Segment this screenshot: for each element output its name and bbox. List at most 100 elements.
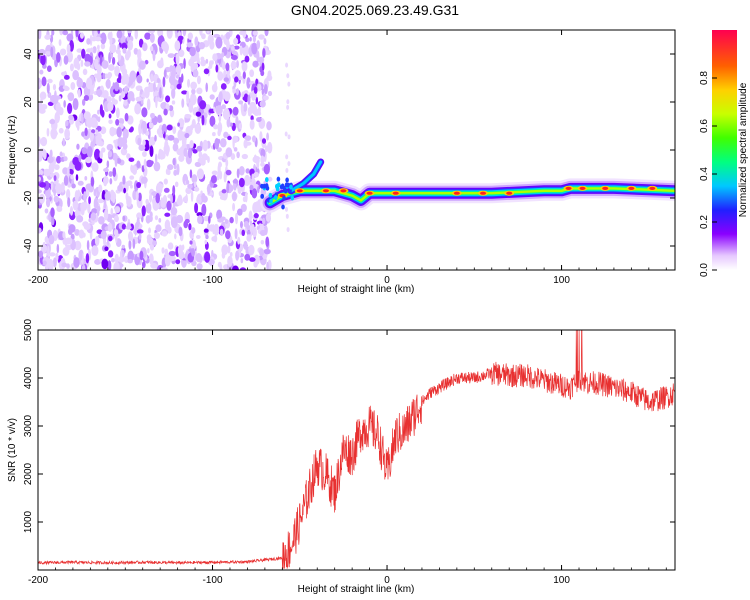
transition-blob [260, 183, 264, 189]
noise-speck [63, 175, 69, 186]
noise-speck [148, 227, 151, 234]
noise-speck [212, 53, 218, 62]
noise-speck [156, 127, 163, 136]
noise-speck [157, 30, 162, 37]
noise-speck [213, 235, 218, 243]
noise-speck [148, 160, 154, 165]
noise-speck [74, 240, 82, 251]
noise-speck [192, 149, 198, 154]
noise-speck [127, 250, 134, 262]
noise-speck [157, 114, 163, 124]
noise-speck [213, 124, 219, 130]
noise-speck [249, 69, 255, 78]
noise-speck [246, 230, 251, 236]
spectrogram-plot: -200 -100 0 100 40 20 0 -20 -40 Height of straig… [7, 29, 676, 295]
noise-speck [138, 233, 142, 240]
noise-speck [223, 131, 229, 139]
noise-speck [118, 72, 122, 82]
signal-peak-core [628, 186, 635, 190]
noise-speck [221, 104, 227, 110]
noise-speck [144, 59, 149, 65]
noise-speck [161, 127, 165, 135]
noise-speck [166, 124, 173, 131]
noise-speck [122, 68, 128, 76]
noise-speck [169, 255, 176, 262]
noise-speck [116, 30, 123, 39]
noise-speck [189, 124, 194, 131]
noise-speck [70, 174, 74, 180]
noise-speck [213, 223, 220, 236]
noise-speck [172, 126, 177, 135]
signal-peak-core [340, 189, 347, 193]
transition-blob [290, 195, 295, 201]
noise-speck [144, 87, 150, 99]
noise-speck [135, 190, 139, 202]
noise-speck [285, 213, 289, 219]
noise-speck [234, 76, 239, 83]
noise-speck [102, 73, 106, 80]
noise-speck [95, 89, 103, 97]
noise-speck [107, 260, 112, 270]
noise-speck [128, 231, 134, 242]
noise-speck [83, 95, 90, 101]
noise-speck [196, 87, 203, 95]
noise-speck [198, 151, 203, 159]
transition-blob [275, 186, 280, 192]
snr-axes: -200 -100 0 100 1000 2000 3000 4000 5000 [23, 318, 675, 586]
noise-speck [177, 122, 180, 127]
noise-speck [238, 100, 244, 105]
noise-speck [221, 189, 227, 194]
noise-speck [201, 192, 206, 203]
noise-speck [173, 169, 178, 176]
noise-speck [218, 161, 222, 168]
noise-speck [286, 104, 290, 110]
snr-xtick-label: -100 [203, 575, 223, 586]
noise-speck [193, 181, 197, 188]
noise-speck [209, 115, 216, 127]
noise-speck [266, 132, 270, 141]
snr-xtick-label: -200 [28, 575, 48, 586]
transition-blob [264, 177, 269, 183]
noise-speck [232, 202, 236, 212]
noise-speck [177, 129, 184, 141]
noise-speck [117, 51, 122, 61]
noise-speck [90, 212, 97, 221]
noise-speck [44, 208, 49, 214]
noise-speck [146, 78, 149, 83]
noise-speck [284, 131, 288, 137]
noise-speck [149, 145, 154, 158]
noise-speck [112, 167, 117, 178]
snr-ytick-label: 3000 [23, 414, 34, 437]
noise-speck [101, 60, 109, 69]
noise-speck [185, 180, 190, 185]
noise-speck [143, 158, 147, 171]
noise-speck [101, 189, 106, 202]
noise-speck [104, 246, 109, 251]
noise-speck [45, 189, 51, 199]
noise-speck [47, 259, 54, 270]
transition-blob [289, 184, 293, 190]
noise-speck [196, 263, 203, 270]
noise-speck [265, 236, 270, 248]
noise-speck [88, 196, 91, 205]
noise-speck [263, 248, 271, 255]
noise-speck [81, 112, 84, 125]
noise-speck [230, 54, 238, 61]
noise-speck [244, 55, 250, 63]
noise-speck [260, 155, 265, 165]
noise-speck [136, 212, 142, 220]
noise-speck [243, 221, 250, 228]
noise-speck [183, 147, 188, 157]
colorbar-tick-label: 0.8 [699, 71, 710, 85]
noise-speck [168, 75, 176, 85]
noise-speck [130, 184, 133, 189]
noise-speck [38, 169, 44, 176]
snr-plot: -200 -100 0 100 1000 2000 3000 4000 5000 Height … [7, 318, 676, 595]
noise-speck [232, 135, 239, 143]
noise-speck [135, 96, 142, 102]
noise-speck [136, 217, 140, 228]
noise-speck [86, 38, 91, 45]
noise-speck [78, 154, 82, 163]
noise-speck [122, 47, 127, 54]
noise-speck [219, 263, 223, 270]
